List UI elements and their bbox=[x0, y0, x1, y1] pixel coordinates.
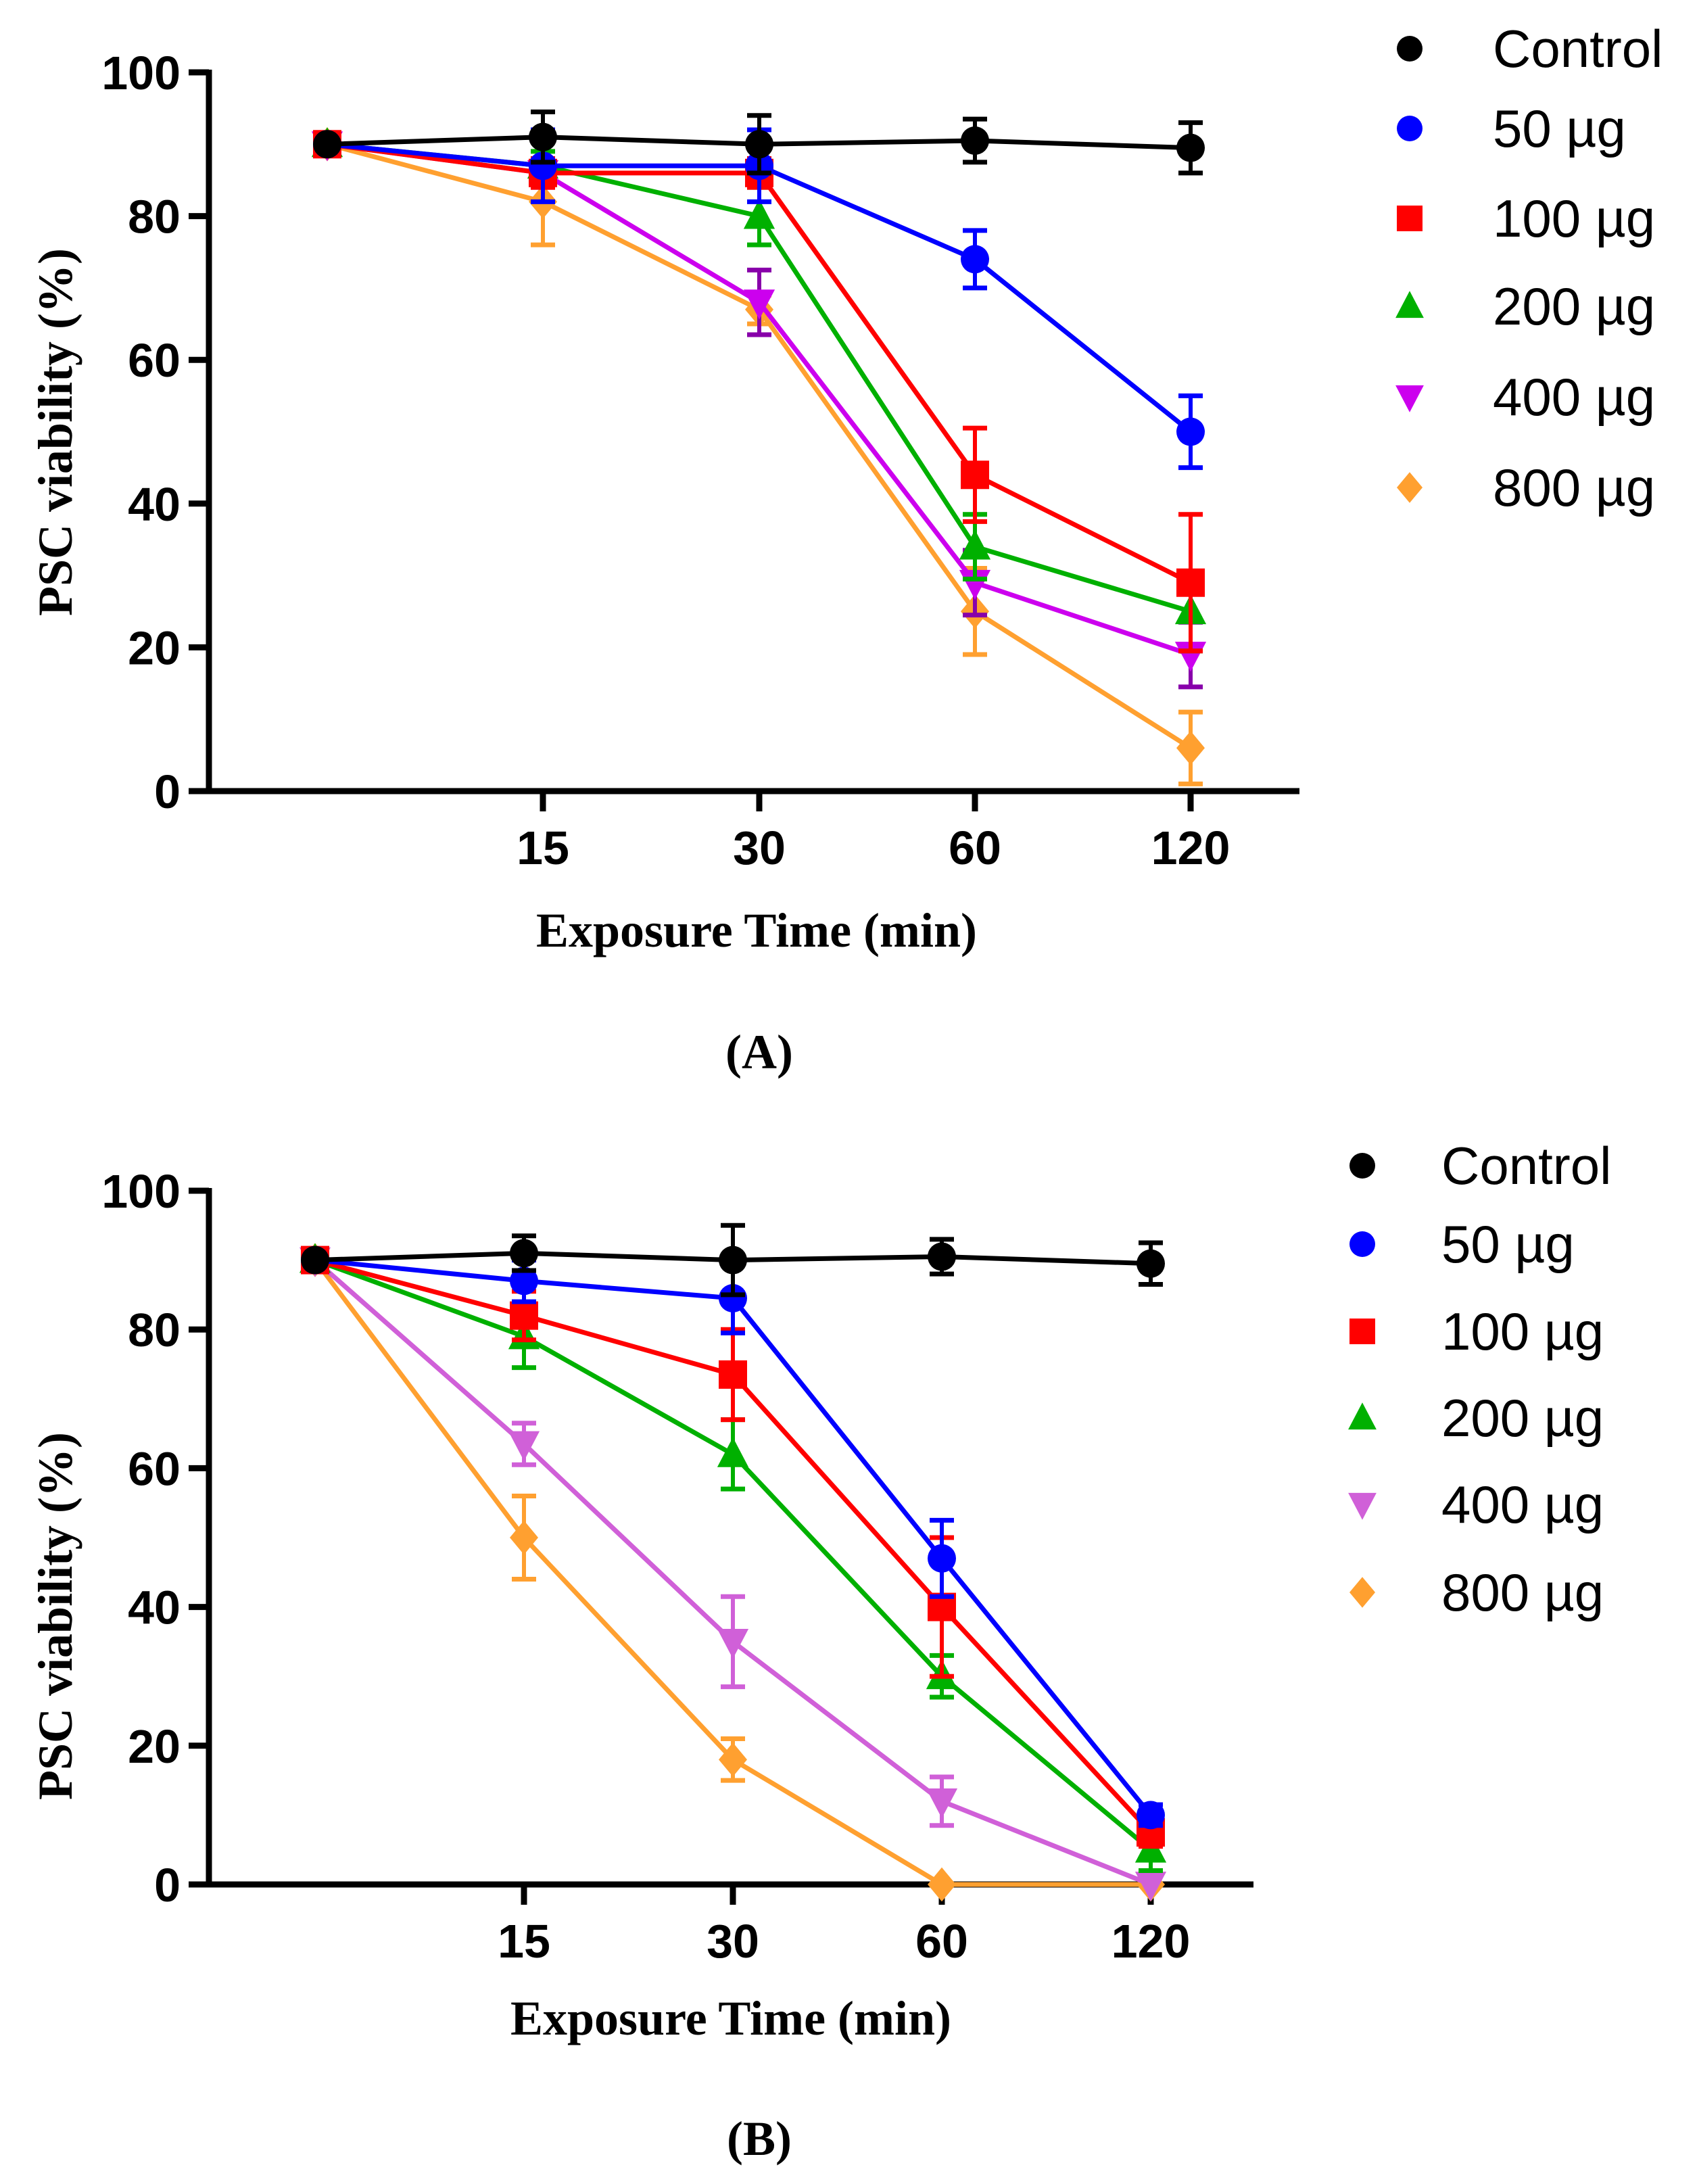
x-tick-label: 30 bbox=[707, 1915, 759, 1968]
data-point bbox=[1134, 1872, 1167, 1902]
x-tick-label: 15 bbox=[498, 1915, 550, 1968]
y-tick-label: 40 bbox=[128, 478, 181, 531]
legend-marker bbox=[1397, 36, 1423, 62]
x-axis-title: Exposure Time (min) bbox=[510, 1991, 951, 2045]
panel-label: (B) bbox=[727, 2112, 792, 2166]
y-axis-title: PSC viability (%) bbox=[28, 1432, 82, 1800]
data-point bbox=[743, 289, 775, 320]
data-point bbox=[717, 1437, 749, 1467]
legend-label: 200 µg bbox=[1493, 277, 1655, 336]
series-control bbox=[313, 109, 1205, 176]
legend-marker bbox=[1349, 1319, 1375, 1344]
x-axis-title: Exposure Time (min) bbox=[536, 903, 977, 957]
legend-marker bbox=[1397, 116, 1423, 141]
data-point bbox=[743, 199, 775, 229]
y-tick-label: 80 bbox=[128, 191, 181, 243]
legend-label: 800 µg bbox=[1441, 1563, 1604, 1622]
data-point bbox=[313, 130, 341, 159]
data-point bbox=[926, 1788, 958, 1819]
data-point bbox=[719, 1742, 747, 1777]
x-tick-label: 15 bbox=[517, 822, 569, 874]
data-point bbox=[510, 1239, 538, 1268]
series-800g bbox=[301, 1243, 1165, 1902]
data-point bbox=[510, 1266, 538, 1296]
data-point bbox=[529, 122, 557, 151]
data-point bbox=[717, 1629, 749, 1659]
series-200g bbox=[311, 127, 1207, 654]
y-tick-label: 100 bbox=[101, 1165, 181, 1218]
data-point bbox=[529, 151, 557, 181]
x-tick-label: 30 bbox=[733, 822, 786, 874]
data-point bbox=[961, 245, 989, 274]
y-tick-label: 20 bbox=[128, 621, 181, 674]
x-tick-label: 60 bbox=[915, 1915, 968, 1968]
legend-marker bbox=[1395, 291, 1424, 318]
x-tick-label: 120 bbox=[1151, 822, 1230, 874]
y-tick-label: 0 bbox=[154, 1859, 181, 1912]
legend-label: 50 µg bbox=[1441, 1214, 1575, 1274]
legend-label: Control bbox=[1493, 19, 1663, 78]
data-point bbox=[510, 1520, 538, 1555]
data-point bbox=[1137, 1249, 1165, 1278]
legend-label: Control bbox=[1441, 1136, 1611, 1195]
data-point bbox=[1176, 417, 1205, 446]
data-point bbox=[510, 1301, 538, 1330]
data-point bbox=[301, 1245, 329, 1275]
data-point bbox=[1176, 731, 1205, 765]
legend-marker bbox=[1395, 385, 1424, 412]
data-point bbox=[961, 460, 989, 490]
data-point bbox=[961, 126, 989, 155]
chart-panel-b: 0 20 40 60 80 100 15 30 60 120 Exposure Time (min)… bbox=[28, 1136, 1611, 2166]
legend: Control 50 µg 100 µg 200 µg 400 µg 800 µg bbox=[1348, 1136, 1611, 1622]
data-point bbox=[1137, 1801, 1165, 1830]
data-point bbox=[719, 1245, 747, 1275]
data-point bbox=[745, 130, 773, 159]
data-point bbox=[928, 1867, 956, 1902]
data-point bbox=[719, 1360, 747, 1389]
y-tick-label: 60 bbox=[128, 1442, 181, 1495]
data-point bbox=[1176, 133, 1205, 162]
legend: Control 50 µg 100 µg 200 µg 400 µg 800 µg bbox=[1395, 19, 1663, 517]
legend-marker bbox=[1348, 1402, 1377, 1430]
legend-marker bbox=[1349, 1231, 1375, 1257]
legend-marker bbox=[1349, 1153, 1375, 1179]
data-point bbox=[928, 1544, 956, 1573]
panel-label: (A) bbox=[725, 1025, 793, 1079]
chart-panel-a: 0 20 40 60 80 100 15 30 60 120 Exposure Time (min)… bbox=[28, 19, 1663, 1079]
legend-marker bbox=[1397, 472, 1423, 503]
data-point bbox=[719, 1284, 747, 1313]
legend-label: 100 µg bbox=[1441, 1302, 1604, 1361]
legend-label: 50 µg bbox=[1493, 99, 1626, 158]
data-point bbox=[928, 1242, 956, 1271]
y-tick-label: 80 bbox=[128, 1304, 181, 1356]
legend-label: 800 µg bbox=[1493, 458, 1655, 517]
x-tick-label: 120 bbox=[1112, 1915, 1191, 1968]
y-tick-label: 40 bbox=[128, 1582, 181, 1634]
data-point bbox=[508, 1431, 540, 1461]
legend-marker bbox=[1397, 206, 1423, 231]
data-point bbox=[1176, 568, 1205, 597]
legend-label: 400 µg bbox=[1441, 1475, 1604, 1534]
series-control bbox=[301, 1222, 1165, 1298]
y-tick-label: 100 bbox=[101, 47, 181, 99]
data-point bbox=[959, 529, 991, 560]
y-tick-label: 0 bbox=[154, 765, 181, 818]
legend-marker bbox=[1349, 1577, 1375, 1608]
legend-label: 200 µg bbox=[1441, 1388, 1604, 1448]
y-tick-label: 20 bbox=[128, 1720, 181, 1773]
y-axis-title: PSC viability (%) bbox=[28, 248, 82, 616]
x-tick-label: 60 bbox=[949, 822, 1001, 874]
legend-label: 100 µg bbox=[1493, 189, 1655, 248]
legend-marker bbox=[1348, 1492, 1377, 1520]
legend-label: 400 µg bbox=[1493, 367, 1655, 427]
series-400g bbox=[299, 1247, 1167, 1902]
y-tick-label: 60 bbox=[128, 334, 181, 387]
